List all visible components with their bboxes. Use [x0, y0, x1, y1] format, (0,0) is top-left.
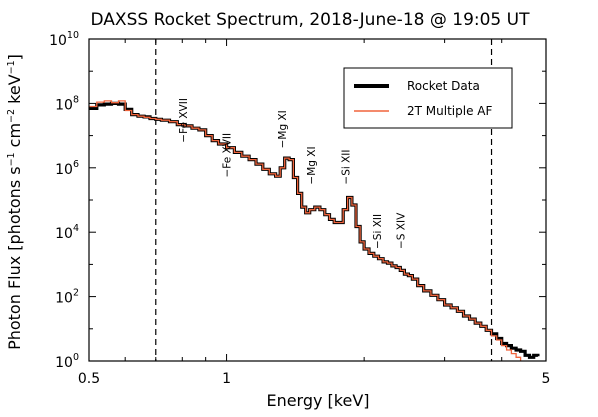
line-annotation: −Fe XVII: [222, 133, 234, 178]
legend: Rocket Data 2T Multiple AF: [343, 67, 513, 129]
legend-box: [343, 67, 513, 129]
line-annotation: −S XIV: [395, 212, 407, 249]
y-tick-label: 104: [55, 223, 79, 242]
x-axis-ticks: 0.5 1 5: [78, 39, 551, 387]
data-series: [89, 100, 540, 361]
legend-label-rocket-data: Rocket Data: [407, 79, 480, 93]
line-annotation: −Mg XI: [277, 110, 289, 148]
y-axis-ticks: 100 102 104 106 108 1010: [49, 30, 546, 371]
line-annotation: −Si XII: [372, 214, 384, 249]
y-tick-label: 106: [55, 159, 79, 178]
x-tick-label: 0.5: [78, 371, 100, 387]
line-annotations: −Fe XVII −Fe XVII −Mg XI −Mg XI −Si XII −Si X…: [178, 98, 407, 249]
legend-label-2t-multiple-af: 2T Multiple AF: [407, 104, 492, 118]
x-tick-label: 1: [222, 371, 231, 387]
y-tick-label: 102: [55, 288, 79, 307]
line-annotation: −Mg XI: [306, 146, 318, 184]
x-axis-label: Energy [keV]: [266, 391, 369, 410]
line-annotation: −Fe XVII: [178, 98, 190, 143]
x-tick-label: 5: [542, 371, 551, 387]
y-axis-label: Photon Flux [photons s−1 cm−2 keV−1]: [5, 54, 24, 350]
y-tick-label: 1010: [49, 30, 79, 49]
series-line-2t-multiple-af: [89, 100, 522, 361]
y-tick-label: 100: [55, 352, 79, 371]
line-annotation: −Si XII: [341, 149, 353, 184]
chart-title: DAXSS Rocket Spectrum, 2018-June-18 @ 19…: [91, 10, 531, 30]
y-tick-label: 108: [55, 94, 79, 113]
